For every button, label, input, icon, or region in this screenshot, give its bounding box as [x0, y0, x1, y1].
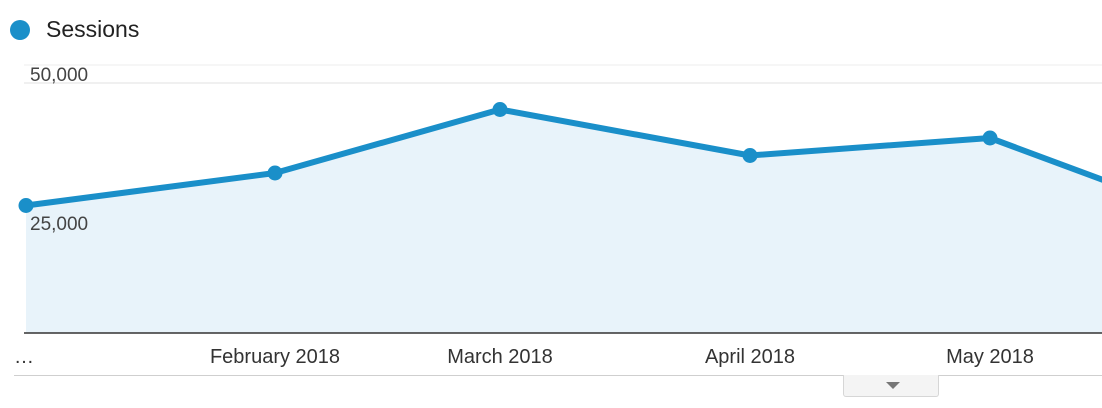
y-tick-label: 25,000	[30, 214, 88, 235]
legend: Sessions	[10, 16, 139, 43]
legend-label: Sessions	[46, 16, 140, 42]
chevron-down-icon	[886, 382, 900, 389]
scroll-handle[interactable]	[843, 375, 939, 397]
data-point	[982, 130, 998, 146]
x-tick-label: February 2018	[210, 346, 340, 368]
data-point	[267, 165, 283, 181]
data-point	[492, 102, 508, 117]
scroll-track	[14, 375, 1102, 376]
series-area	[26, 109, 1102, 333]
x-tick-label: …	[14, 346, 34, 368]
series-line	[23, 106, 1102, 209]
legend-marker	[10, 19, 30, 40]
data-point	[742, 148, 758, 163]
x-tick-label: April 2018	[705, 346, 795, 368]
x-tick-label: May 2018	[946, 346, 1034, 368]
data-point	[18, 198, 34, 213]
x-tick-label: March 2018	[447, 346, 553, 368]
y-tick-label: 50,000	[30, 65, 88, 86]
